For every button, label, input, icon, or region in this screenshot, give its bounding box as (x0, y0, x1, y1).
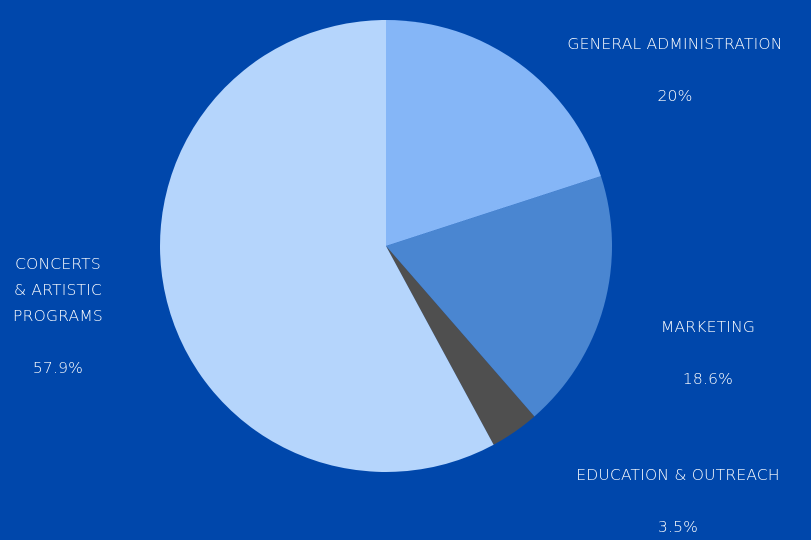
pie-slice-marketing (386, 176, 613, 417)
slice-name-marketing: MARKETING (660, 318, 756, 336)
slice-label-education-outreach: EDUCATION & OUTREACH 3.5% (530, 436, 811, 540)
pie-slice-general-administration (386, 20, 601, 246)
slice-value-marketing: 18.6% (682, 370, 734, 388)
slice-value-education-outreach: 3.5% (657, 518, 699, 536)
slice-name-concerts-artistic-programs: CONCERTS & ARTISTIC PROGRAMS (13, 255, 103, 325)
slice-name-general-administration: GENERAL ADMINISTRATION (567, 35, 783, 53)
slice-label-general-administration: GENERAL ADMINISTRATION 20% (525, 5, 811, 109)
slice-name-education-outreach: EDUCATION & OUTREACH (576, 466, 780, 484)
slice-label-marketing: MARKETING 18.6% (618, 288, 798, 392)
pie-slice-concerts-artistic-programs (160, 20, 494, 472)
slice-value-general-administration: 20% (657, 87, 693, 105)
pie-chart (160, 20, 613, 472)
slice-label-concerts-artistic-programs: CONCERTS & ARTISTIC PROGRAMS 57.9% (0, 225, 128, 381)
pie-slice-education-outreach (386, 246, 535, 445)
slice-value-concerts-artistic-programs: 57.9% (32, 359, 84, 377)
chart-area: GENERAL ADMINISTRATION 20% MARKETING 18.… (0, 5, 811, 536)
